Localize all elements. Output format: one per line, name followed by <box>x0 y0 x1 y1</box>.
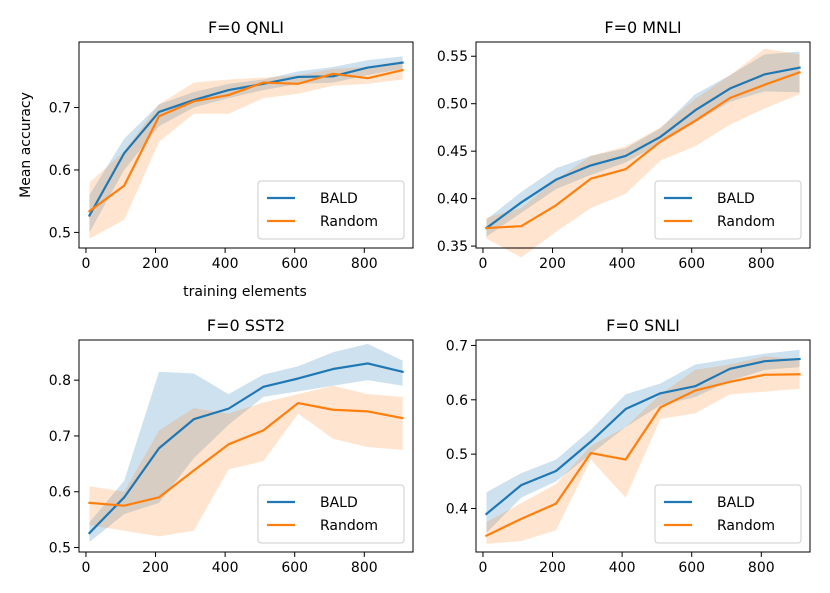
chart-title: F=0 SNLI <box>606 316 680 335</box>
axes-frame <box>78 41 414 249</box>
x-tick-label: 600 <box>281 256 308 272</box>
y-tick-label: 0.5 <box>446 447 468 463</box>
legend: BALD Random <box>257 180 405 240</box>
y-tick-label: 0.35 <box>437 239 468 255</box>
y-tick-label: 0.4 <box>446 502 468 518</box>
legend-box <box>257 180 405 240</box>
y-tick-label: 0.5 <box>49 225 71 241</box>
legend-box <box>654 484 802 544</box>
x-tick-label: 600 <box>678 560 705 576</box>
x-tick-label: 800 <box>351 560 378 576</box>
axes-frame <box>475 41 811 249</box>
subplot-1: F=0 QNLI 0 200 400 600 800 0.5 0.6 0.7 BALD Random <box>49 18 414 272</box>
subplot-2: F=0 MNLI 0 200 400 600 800 0.35 0.40 0.45 0.50 0.5… <box>437 18 811 272</box>
chart-title: F=0 MNLI <box>604 18 681 37</box>
band-bald <box>486 349 800 533</box>
y-tick-label: 0.8 <box>49 373 71 389</box>
series-line-random <box>87 68 404 213</box>
series-line-random <box>485 70 801 230</box>
series-line-bald <box>484 66 801 230</box>
x-tick-label: 0 <box>81 256 90 272</box>
legend-label-random: Random <box>717 518 775 534</box>
y-tick-label: 0.55 <box>437 49 468 65</box>
series-line-bald <box>484 357 801 516</box>
y-axis-label: Mean accuracy <box>18 92 34 198</box>
band-random <box>486 48 800 258</box>
chart-title: F=0 QNLI <box>208 18 284 37</box>
y-tick-label: 0.45 <box>437 144 468 160</box>
band-bald <box>89 343 403 542</box>
axes-frame <box>475 339 811 553</box>
series-line-bald <box>87 362 404 535</box>
y-tick-label: 0.40 <box>437 192 468 208</box>
x-tick-label: 600 <box>678 256 705 272</box>
y-tick-label: 0.6 <box>49 485 71 501</box>
x-tick-label: 600 <box>281 560 308 576</box>
chart-title: F=0 SST2 <box>207 316 285 335</box>
legend: BALD Random <box>654 180 802 240</box>
x-tick-label: 800 <box>748 560 775 576</box>
x-tick-label: 0 <box>478 560 487 576</box>
x-tick-label: 200 <box>539 560 566 576</box>
legend: BALD Random <box>257 484 405 544</box>
y-tick-label: 0.7 <box>49 101 71 117</box>
x-tick-label: 800 <box>351 256 378 272</box>
x-tick-label: 400 <box>212 560 239 576</box>
band-random <box>486 356 800 544</box>
x-tick-label: 800 <box>748 256 775 272</box>
band-random <box>89 385 403 537</box>
band-random <box>89 60 403 239</box>
band-bald <box>486 51 800 237</box>
axes-frame <box>78 339 414 553</box>
y-tick-label: 0.5 <box>49 541 71 557</box>
x-axis-label: training elements <box>183 284 307 300</box>
legend-label-bald: BALD <box>717 495 755 511</box>
band-bald <box>89 56 403 233</box>
y-tick-label: 0.7 <box>49 429 71 445</box>
legend-label-random: Random <box>717 214 775 230</box>
x-tick-label: 400 <box>609 256 636 272</box>
x-tick-label: 200 <box>142 560 169 576</box>
series-line-random <box>484 373 801 538</box>
x-tick-label: 0 <box>81 560 90 576</box>
legend-box <box>654 180 802 240</box>
legend-label-random: Random <box>320 518 378 534</box>
legend: BALD Random <box>654 484 802 544</box>
legend-label-bald: BALD <box>320 495 358 511</box>
y-tick-label: 0.50 <box>437 97 468 113</box>
series-line-bald <box>87 61 404 218</box>
series-line-random <box>88 401 404 507</box>
legend-label-bald: BALD <box>717 191 755 207</box>
x-tick-label: 0 <box>478 256 487 272</box>
legend-label-bald: BALD <box>320 191 358 207</box>
y-tick-label: 0.6 <box>49 163 71 179</box>
y-tick-label: 0.6 <box>446 393 468 409</box>
x-tick-label: 200 <box>142 256 169 272</box>
y-tick-label: 0.7 <box>446 338 468 354</box>
legend-label-random: Random <box>320 214 378 230</box>
legend-box <box>257 484 405 544</box>
x-tick-label: 400 <box>609 560 636 576</box>
subplot-4: F=0 SNLI 0 200 400 600 800 0.4 0.5 0.6 0.7 BALD Ran… <box>446 316 811 576</box>
x-tick-label: 200 <box>539 256 566 272</box>
x-tick-label: 400 <box>212 256 239 272</box>
subplot-3: F=0 SST2 0 200 400 600 800 0.5 0.6 0.7 0.8 BALD Ran… <box>49 316 414 576</box>
